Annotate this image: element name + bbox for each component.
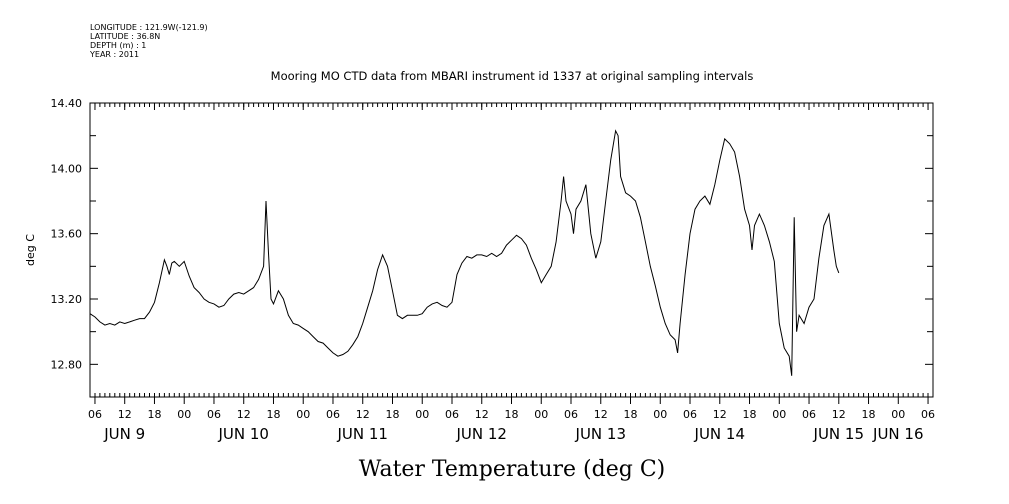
x-hour-label: 12 — [832, 408, 846, 421]
x-hour-label: 00 — [653, 408, 667, 421]
x-hour-label: 18 — [862, 408, 876, 421]
x-hour-label: 00 — [534, 408, 548, 421]
x-day-label: JUN 16 — [872, 425, 923, 443]
x-hour-label: 12 — [475, 408, 489, 421]
x-axis: 06 12 18 00 06 12 18 00 06 12 18 00 06 12 18 00 06 12 18 00… — [88, 103, 935, 443]
series-line-water-temperature — [89, 129, 840, 376]
x-hour-label: 18 — [266, 408, 280, 421]
x-hour-label: 18 — [624, 408, 638, 421]
x-hour-label: 12 — [118, 408, 132, 421]
x-hour-label: 00 — [177, 408, 191, 421]
x-hour-label: 12 — [713, 408, 727, 421]
x-axis-label: Water Temperature (deg C) — [359, 457, 666, 482]
minor-ticks — [89, 103, 934, 397]
minor-tick-marks — [89, 103, 934, 397]
x-hour-label: 12 — [594, 408, 608, 421]
x-hour-label: 06 — [207, 408, 221, 421]
x-day-label: JUN 13 — [575, 425, 626, 443]
x-hour-label: 06 — [683, 408, 697, 421]
x-day-label: JUN 9 — [103, 425, 145, 443]
y-tick-label: 14.40 — [51, 97, 83, 110]
x-hour-label: 06 — [921, 408, 935, 421]
y-tick-label: 13.60 — [51, 228, 83, 241]
x-day-label: JUN 15 — [813, 425, 864, 443]
y-tick-label: 14.00 — [51, 162, 83, 175]
x-hour-label: 06 — [564, 408, 578, 421]
x-hour-label: 18 — [505, 408, 519, 421]
x-day-label: JUN 12 — [456, 425, 507, 443]
x-hour-label: 12 — [237, 408, 251, 421]
depth-text: DEPTH (m) : 1 — [90, 41, 146, 50]
longitude-text: LONGITUDE : 121.9W(-121.9) — [90, 23, 208, 32]
y-axis: 12.80 13.20 13.60 14.00 14.40 — [51, 97, 933, 398]
x-hour-label: 00 — [891, 408, 905, 421]
y-axis-label: deg C — [24, 234, 37, 266]
x-hour-label: 00 — [772, 408, 786, 421]
x-hour-label: 06 — [802, 408, 816, 421]
x-hour-label: 06 — [88, 408, 102, 421]
x-day-label: JUN 14 — [694, 425, 745, 443]
header-metadata: LONGITUDE : 121.9W(-121.9) LATITUDE : 36… — [89, 23, 208, 59]
x-hour-label: 06 — [326, 408, 340, 421]
x-hour-label: 00 — [415, 408, 429, 421]
y-tick-label: 13.20 — [51, 293, 83, 306]
x-day-label: JUN 11 — [336, 425, 387, 443]
plot-frame — [89, 102, 934, 398]
y-tick-label: 12.80 — [51, 358, 83, 371]
x-hour-label: 06 — [445, 408, 459, 421]
year-text: YEAR : 2011 — [89, 50, 139, 59]
x-hour-label: 12 — [356, 408, 370, 421]
x-hour-label: 18 — [385, 408, 399, 421]
x-hour-label: 18 — [147, 408, 161, 421]
x-hour-label: 18 — [743, 408, 757, 421]
latitude-text: LATITUDE : 36.8N — [90, 32, 160, 41]
chart-title: Mooring MO CTD data from MBARI instrumen… — [271, 69, 754, 83]
x-hour-label: 00 — [296, 408, 310, 421]
x-day-label: JUN 10 — [217, 425, 268, 443]
